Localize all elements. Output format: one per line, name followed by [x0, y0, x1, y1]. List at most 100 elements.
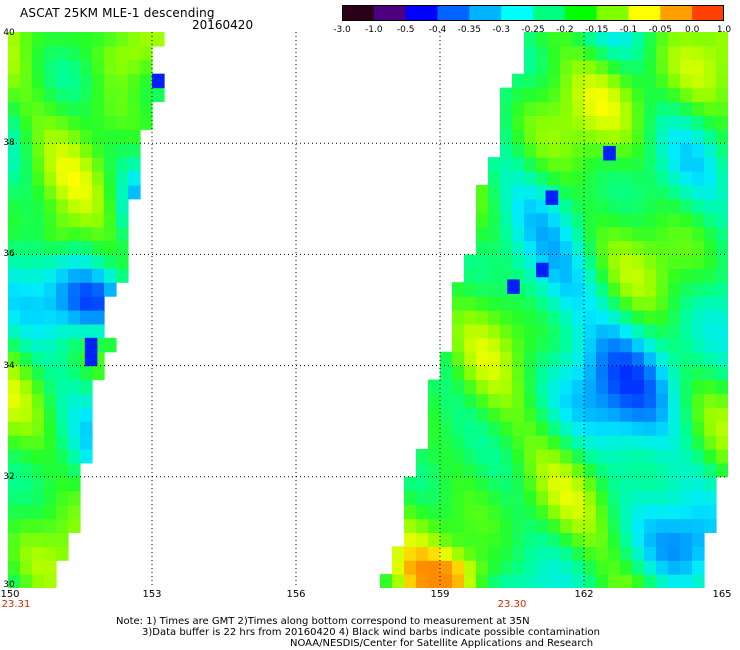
wind-cell [92, 143, 105, 158]
wind-cell [560, 157, 573, 172]
wind-cell [716, 296, 728, 311]
wind-cell [32, 435, 45, 450]
wind-cell [656, 505, 669, 519]
wind-cell [656, 519, 669, 534]
wind-cell [632, 546, 645, 561]
wind-cell [596, 449, 609, 464]
wind-cell [572, 574, 585, 588]
wind-cell [692, 213, 705, 228]
wind-cell [632, 310, 645, 325]
wind-cell [440, 519, 453, 534]
wind-cell [464, 338, 477, 353]
wind-cell [20, 519, 33, 534]
wind-cell [524, 574, 537, 588]
wind-cell [464, 352, 477, 367]
wind-cell [572, 102, 585, 117]
wind-cell [620, 421, 633, 436]
wind-cell [572, 560, 585, 575]
wind-cell [680, 88, 693, 103]
wind-cell [620, 254, 633, 269]
wind-cell [692, 352, 705, 367]
wind-cell [608, 393, 621, 408]
wind-cell [128, 157, 141, 172]
wind-cell [632, 199, 645, 214]
wind-cell [116, 74, 129, 89]
wind-cell [56, 310, 69, 325]
wind-cell [80, 268, 93, 283]
wind-cell [608, 505, 621, 519]
wind-cell [500, 254, 513, 269]
wind-cell [584, 32, 597, 47]
wind-cell [668, 366, 681, 381]
wind-cell [656, 115, 669, 129]
wind-cell [8, 213, 21, 228]
wind-cell [428, 435, 441, 450]
wind-cell [452, 296, 465, 311]
wind-cell [680, 505, 693, 519]
wind-cell [572, 60, 585, 75]
wind-cell [488, 310, 501, 325]
wind-cell [80, 102, 93, 117]
wind-cell [536, 338, 549, 353]
wind-cell [596, 32, 609, 47]
wind-cell [560, 546, 573, 561]
wind-cell [488, 241, 501, 256]
wind-cell [500, 435, 513, 450]
wind-cell [56, 88, 69, 103]
wind-cell [632, 254, 645, 269]
latitude-tick-label: 40 [3, 28, 14, 38]
wind-cell [476, 449, 489, 464]
wind-cell [536, 352, 549, 367]
wind-cell [644, 463, 657, 478]
wind-cell [704, 324, 717, 339]
wind-cell [692, 338, 705, 353]
wind-cell [548, 268, 561, 283]
wind-cell [548, 310, 561, 325]
wind-cell [572, 185, 585, 200]
wind-cell [104, 157, 117, 172]
wind-cell [548, 157, 561, 172]
wind-cell [404, 546, 417, 561]
wind-cell [80, 421, 93, 436]
wind-cell [680, 491, 693, 506]
wind-cell [680, 449, 693, 464]
wind-cell [572, 532, 585, 547]
wind-cell [32, 185, 45, 200]
wind-cell [716, 157, 728, 172]
wind-cell [20, 185, 33, 200]
wind-cell [128, 129, 141, 144]
wind-cell [704, 380, 717, 395]
wind-cell [692, 268, 705, 283]
wind-cell [8, 171, 21, 186]
wind-cell [644, 60, 657, 75]
wind-cell [440, 380, 453, 395]
wind-cell [44, 157, 57, 172]
wind-cell [620, 463, 633, 478]
wind-cell [584, 449, 597, 464]
wind-cell [56, 380, 69, 395]
wind-cell [500, 366, 513, 381]
wind-cell [572, 199, 585, 214]
wind-cell [620, 157, 633, 172]
wind-cell [632, 491, 645, 506]
wind-cell [488, 407, 501, 422]
wind-cell [32, 393, 45, 408]
wind-cell [608, 463, 621, 478]
wind-cell [596, 254, 609, 269]
wind-cell [560, 185, 573, 200]
wind-cell [8, 46, 21, 61]
wind-cell [668, 546, 681, 561]
wind-cell [632, 505, 645, 519]
wind-cell [584, 88, 597, 103]
wind-cell [500, 310, 513, 325]
wind-cell [596, 463, 609, 478]
wind-cell [20, 213, 33, 228]
wind-cell [56, 519, 69, 534]
wind-cell [20, 560, 33, 575]
wind-cell [704, 143, 717, 158]
wind-cell [668, 143, 681, 158]
wind-cell [20, 421, 33, 436]
wind-cell [32, 491, 45, 506]
wind-cell [546, 190, 559, 205]
wind-cell [476, 185, 489, 200]
